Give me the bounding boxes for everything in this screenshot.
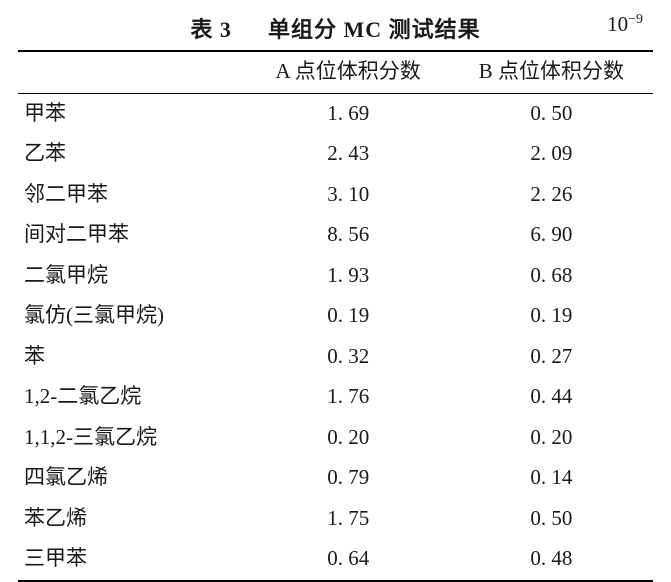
- cell-a: 0. 19: [247, 296, 450, 337]
- cell-a: 1. 93: [247, 256, 450, 297]
- cell-a: 1. 75: [247, 499, 450, 540]
- cell-b: 0. 27: [450, 337, 653, 378]
- cell-b: 2. 09: [450, 134, 653, 175]
- cell-b: 0. 50: [450, 93, 653, 134]
- cell-name: 邻二甲苯: [18, 175, 247, 216]
- cell-name: 二氯甲烷: [18, 256, 247, 297]
- table-label: 表 3 单组分 MC 测试结果: [190, 12, 480, 44]
- unit-base: 10: [607, 12, 628, 36]
- cell-name: 甲苯: [18, 93, 247, 134]
- cell-a: 2. 43: [247, 134, 450, 175]
- cell-name: 四氯乙烯: [18, 458, 247, 499]
- cell-a: 3. 10: [247, 175, 450, 216]
- cell-b: 0. 48: [450, 539, 653, 581]
- cell-b: 0. 50: [450, 499, 653, 540]
- cell-name: 1,2-二氯乙烷: [18, 377, 247, 418]
- cell-b: 0. 44: [450, 377, 653, 418]
- table-row: 1,1,2-三氯乙烷 0. 20 0. 20: [18, 418, 653, 459]
- cell-name: 苯: [18, 337, 247, 378]
- cell-a: 0. 64: [247, 539, 450, 581]
- cell-name: 三甲苯: [18, 539, 247, 581]
- cell-a: 0. 32: [247, 337, 450, 378]
- cell-a: 8. 56: [247, 215, 450, 256]
- table-row: 三甲苯 0. 64 0. 48: [18, 539, 653, 581]
- table-row: 二氯甲烷 1. 93 0. 68: [18, 256, 653, 297]
- col-header-name: [18, 51, 247, 93]
- cell-a: 1. 69: [247, 93, 450, 134]
- cell-name: 乙苯: [18, 134, 247, 175]
- unit-label: 10−9: [607, 12, 643, 37]
- table-row: 苯 0. 32 0. 27: [18, 337, 653, 378]
- cell-b: 0. 68: [450, 256, 653, 297]
- unit-exponent: −9: [628, 12, 643, 27]
- cell-name: 苯乙烯: [18, 499, 247, 540]
- cell-a: 1. 76: [247, 377, 450, 418]
- cell-a: 0. 79: [247, 458, 450, 499]
- cell-name: 1,1,2-三氯乙烷: [18, 418, 247, 459]
- table-header-row: A 点位体积分数 B 点位体积分数: [18, 51, 653, 93]
- table-row: 苯乙烯 1. 75 0. 50: [18, 499, 653, 540]
- caption-text: 单组分 MC 测试结果: [268, 17, 481, 42]
- cell-name: 间对二甲苯: [18, 215, 247, 256]
- cell-b: 2. 26: [450, 175, 653, 216]
- cell-a: 0. 20: [247, 418, 450, 459]
- table-row: 邻二甲苯 3. 10 2. 26: [18, 175, 653, 216]
- table-row: 1,2-二氯乙烷 1. 76 0. 44: [18, 377, 653, 418]
- cell-b: 0. 14: [450, 458, 653, 499]
- caption-number: 表 3: [190, 17, 232, 42]
- table-row: 间对二甲苯 8. 56 6. 90: [18, 215, 653, 256]
- table-row: 乙苯 2. 43 2. 09: [18, 134, 653, 175]
- table-caption: 表 3 单组分 MC 测试结果 10−9: [18, 12, 653, 44]
- cell-name: 氯仿(三氯甲烷): [18, 296, 247, 337]
- table-row: 甲苯 1. 69 0. 50: [18, 93, 653, 134]
- table-row: 氯仿(三氯甲烷) 0. 19 0. 19: [18, 296, 653, 337]
- cell-b: 6. 90: [450, 215, 653, 256]
- table-row: 四氯乙烯 0. 79 0. 14: [18, 458, 653, 499]
- cell-b: 0. 20: [450, 418, 653, 459]
- col-header-b: B 点位体积分数: [450, 51, 653, 93]
- col-header-a: A 点位体积分数: [247, 51, 450, 93]
- cell-b: 0. 19: [450, 296, 653, 337]
